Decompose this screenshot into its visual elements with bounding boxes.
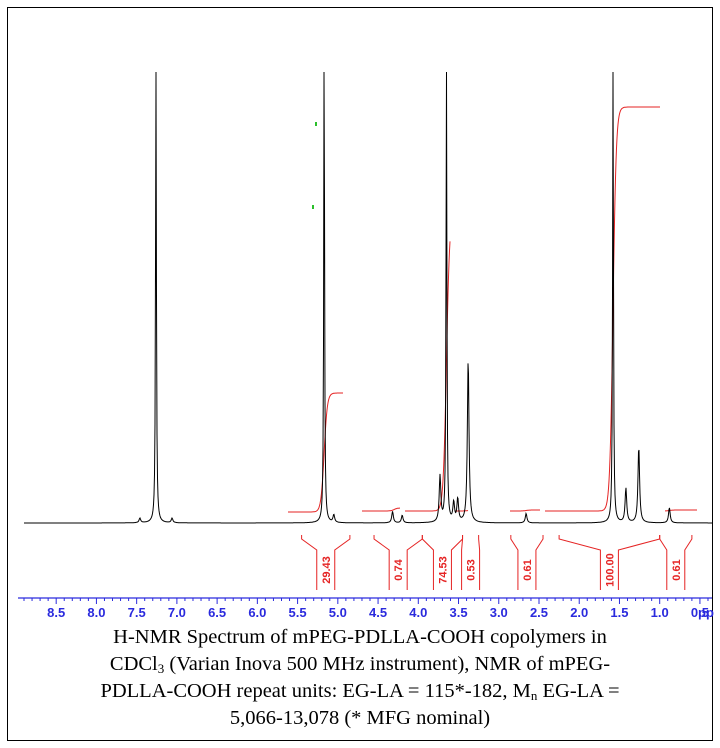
x-axis: 8.5 8.0 7.5 7.0 6.5 6.0 5.5 5.0 4.5 4.0 3.5 3.0 2.5 2… [18, 597, 714, 620]
x-tick-label: 8.5 [47, 605, 65, 620]
x-tick-label: 5.0 [329, 605, 347, 620]
caption-subscript-n: n [530, 688, 538, 703]
caption-line-3-start: PDLLA-COOH repeat units: EG-LA = 115*-18… [100, 680, 531, 702]
caption-line-3: PDLLA-COOH repeat units: EG-LA = 115*-18… [0, 678, 720, 705]
integral-bracket [461, 535, 481, 590]
caption-subscript-3: 3 [157, 661, 165, 676]
x-tick-label: 2.0 [570, 605, 588, 620]
x-tick-label: 6.0 [248, 605, 266, 620]
integral-value: 74.53 [437, 556, 449, 584]
caption-line-2: CDCl3 (Varian Inova 500 MHz instrument),… [0, 651, 720, 678]
integral-bracket [301, 535, 351, 590]
integral-curves [288, 106, 697, 513]
x-tick-label: 1.5 [610, 605, 628, 620]
integral-curve [545, 106, 660, 512]
x-tick-label: 4.0 [409, 605, 427, 620]
integral-curve [288, 392, 343, 513]
integral-value: 29.43 [321, 556, 333, 584]
x-tick-label: 6.5 [208, 605, 226, 620]
integral-curve [510, 509, 540, 512]
caption-line-3-end: EG-LA = [537, 680, 620, 702]
integral-value: 0.61 [522, 559, 534, 580]
caption-line-2-rest: (Varian Inova 500 MHz instrument), NMR o… [164, 653, 611, 675]
x-tick-label: 2.5 [530, 605, 548, 620]
integral-brackets: 29.43 0.74 74.53 0.53 0.61 100.00 0.61 [301, 535, 693, 590]
x-axis-unit: pp [698, 605, 714, 620]
nmr-spectrum-chart: 29.43 0.74 74.53 0.53 0.61 100.00 0.61 8.5 8.0 7… [18, 71, 714, 620]
x-tick-label: 3.0 [490, 605, 508, 620]
spectrum-trace [24, 71, 712, 524]
figure-frame [7, 7, 713, 741]
integral-curve [405, 241, 451, 512]
integral-value: 0.53 [466, 559, 478, 580]
x-tick-label: 7.0 [168, 605, 186, 620]
integral-curve [455, 510, 469, 512]
x-tick-label: 1.0 [651, 605, 669, 620]
x-tick-label: 7.5 [128, 605, 146, 620]
x-tick-label: 4.5 [369, 605, 387, 620]
integral-value: 0.74 [393, 558, 405, 580]
x-tick-label: 3.5 [449, 605, 467, 620]
peak-markers [312, 122, 317, 209]
integral-bracket [659, 535, 693, 590]
caption-cdcl: CDCl [109, 653, 158, 675]
x-tick-label: 5.5 [289, 605, 307, 620]
integral-curve [665, 509, 697, 512]
caption-line-4: 5,066-13,078 (* MFG nominal) [229, 707, 491, 729]
integral-value: 100.00 [604, 553, 616, 587]
figure-caption: H-NMR Spectrum of mPEG-PDLLA-COOH copoly… [0, 624, 720, 732]
x-tick-label: 8.0 [87, 605, 105, 620]
integral-value: 0.61 [671, 559, 683, 580]
caption-line-1: H-NMR Spectrum of mPEG-PDLLA-COOH copoly… [113, 626, 607, 648]
x-tick-label: 0.5 [691, 605, 709, 620]
integral-bracket [510, 535, 544, 590]
integral-curve [362, 507, 400, 512]
